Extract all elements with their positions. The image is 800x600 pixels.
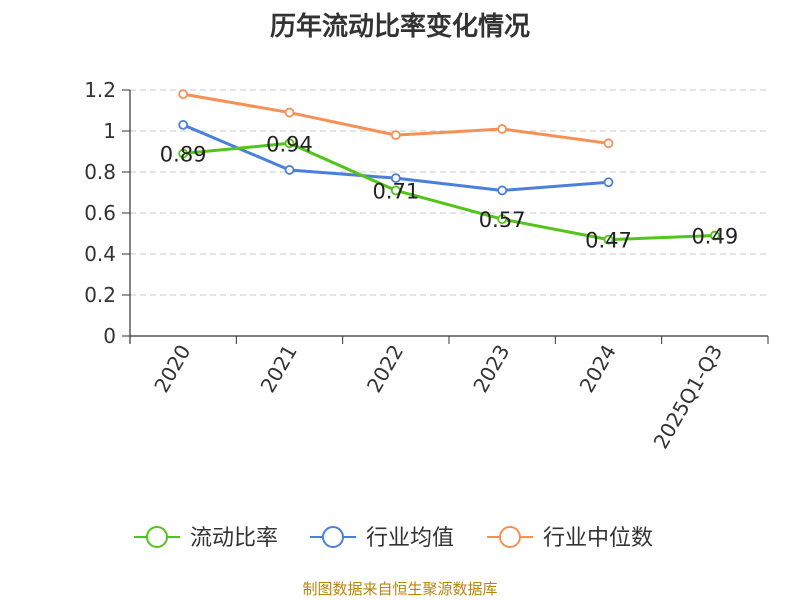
legend-marker [146, 526, 168, 548]
series-point [178, 89, 189, 99]
chart-title: 历年流动比率变化情况 [269, 12, 530, 42]
x-tick-label: 2023 [468, 340, 514, 396]
series-point [603, 177, 614, 188]
data-label: 0.49 [691, 225, 738, 249]
legend-label: 行业均值 [366, 526, 454, 551]
series-point [178, 119, 189, 130]
legend-label: 流动比率 [190, 526, 278, 551]
source-note: 制图数据来自恒生聚源数据库 [302, 580, 498, 598]
series-point [497, 185, 508, 196]
legend: 流动比率 行业均值 行业中位数 [134, 526, 653, 551]
series-point [390, 130, 401, 141]
legend-marker [499, 526, 521, 548]
legend-label: 行业中位数 [543, 526, 653, 551]
series-point [709, 230, 720, 241]
series-point [390, 185, 401, 196]
series-point [284, 165, 295, 175]
series-point [284, 138, 295, 149]
y-tick-label: 0.2 [84, 283, 116, 307]
series-point [390, 173, 401, 184]
series-point [178, 148, 189, 159]
y-tick-label: 0.6 [84, 201, 116, 225]
legend-marker [322, 526, 344, 548]
data-label: 0.94 [266, 132, 313, 156]
series-lines [178, 89, 720, 245]
grid-lines [130, 89, 768, 296]
series-point [497, 124, 508, 134]
x-tick-label: 2022 [362, 341, 408, 397]
data-label: 0.57 [479, 208, 526, 232]
y-tick-label: 0.8 [84, 160, 116, 184]
series-point [603, 138, 614, 149]
data-label: 0.89 [160, 143, 207, 167]
series-line [183, 141, 715, 242]
data-label: 0.71 [372, 179, 419, 203]
series-point [497, 214, 508, 225]
y-tick-label: 1 [103, 119, 116, 143]
data-labels: 0.89 0.94 0.71 0.57 0.47 0.49 [160, 132, 738, 252]
series-point [284, 107, 295, 118]
x-tick-label: 2021 [256, 341, 302, 397]
y-tick-label: 0 [103, 324, 116, 348]
x-tick-label: 2020 [149, 341, 195, 397]
series-point [603, 234, 614, 245]
y-tick-label: 0.4 [84, 242, 116, 266]
data-label: 0.47 [585, 229, 632, 253]
x-tick-label: 2024 [575, 341, 621, 397]
y-tick-label: 1.2 [84, 78, 116, 102]
x-tick-label: 2025Q1-Q3 [648, 341, 727, 453]
